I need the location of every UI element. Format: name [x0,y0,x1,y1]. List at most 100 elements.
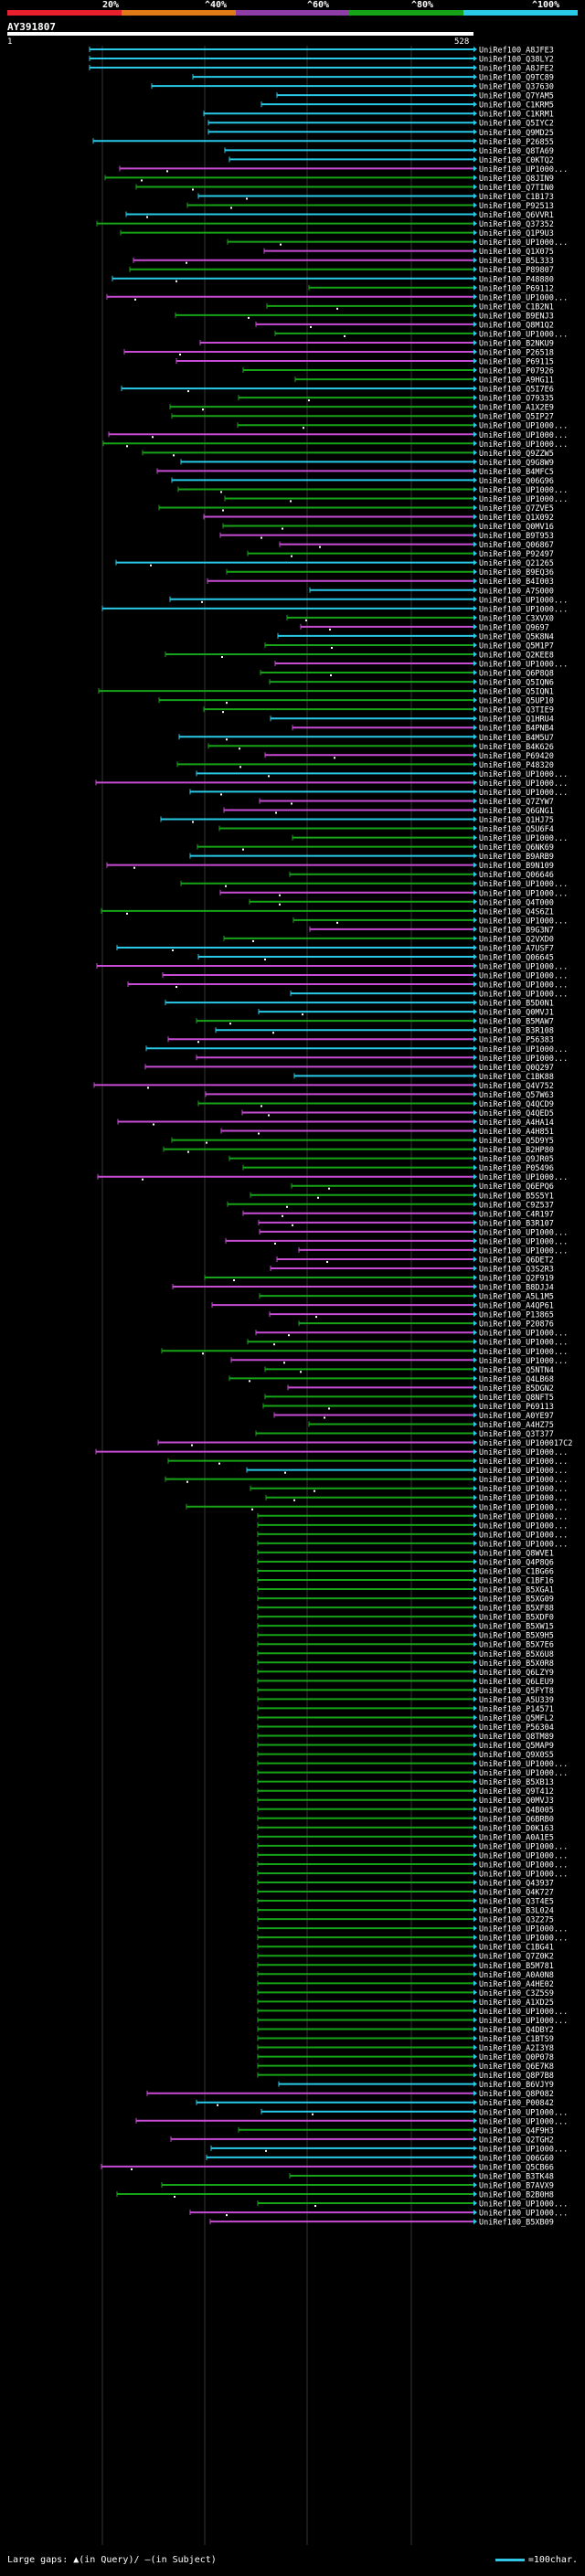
hit-label[interactable]: UniRef100_C1B173 [479,193,554,202]
hit-label[interactable]: UniRef100_UP1000... [479,1330,568,1339]
hit-label[interactable]: UniRef100_A5L1M5 [479,1293,554,1302]
hit-label[interactable]: UniRef100_Q0MVJ3 [479,1797,554,1806]
hit-label[interactable]: UniRef100_Q7ZVE5 [479,504,554,514]
hit-label[interactable]: UniRef100_Q1X075 [479,248,554,257]
hit-label[interactable]: UniRef100_Q3S2R3 [479,1265,554,1274]
hit-label[interactable]: UniRef100_Q3T377 [479,1430,554,1439]
hit-label[interactable]: UniRef100_B3TK48 [479,2172,554,2181]
hit-label[interactable]: UniRef100_P20876 [479,1320,554,1330]
hit-label[interactable]: UniRef100_B5X6U8 [479,1650,554,1659]
hit-label[interactable]: UniRef100_A4QP61 [479,1302,554,1311]
hit-label[interactable]: UniRef100_UP1000... [479,1228,568,1237]
hit-label[interactable]: UniRef100_B2HP80 [479,1146,554,1155]
hit-label[interactable]: UniRef100_P69420 [479,752,554,761]
hit-label[interactable]: UniRef100_Q2F919 [479,1275,554,1284]
hit-label[interactable]: UniRef100_P07926 [479,367,554,376]
hit-label[interactable]: UniRef100_Q2KEE8 [479,651,554,660]
hit-label[interactable]: UniRef100_Q43937 [479,1880,554,1889]
hit-label[interactable]: UniRef100_UP1000... [479,1467,568,1476]
hit-label[interactable]: UniRef100_B5X9H5 [479,1632,554,1641]
hit-label[interactable]: UniRef100_P26518 [479,348,554,357]
hit-label[interactable]: UniRef100_Q4T000 [479,898,554,907]
hit-label[interactable]: UniRef100_B9G3N7 [479,926,554,935]
hit-label[interactable]: UniRef100_B9ARB9 [479,853,554,862]
hit-label[interactable]: UniRef100_Q7Z0K2 [479,1953,554,1962]
hit-label[interactable]: UniRef100_Q5MAP9 [479,1742,554,1751]
hit-label[interactable]: UniRef100_UP1000... [479,1485,568,1494]
hit-label[interactable]: UniRef100_UP1000... [479,2145,568,2154]
hit-label[interactable]: UniRef100_C1BK88 [479,1073,554,1082]
hit-label[interactable]: UniRef100_P92497 [479,550,554,559]
hit-label[interactable]: UniRef100_UP1000... [479,889,568,898]
hit-label[interactable]: UniRef100_UP1000... [479,963,568,972]
hit-label[interactable]: UniRef100_B3R108 [479,1027,554,1036]
hit-label[interactable]: UniRef100_Q7YAM5 [479,92,554,101]
hit-label[interactable]: UniRef100_Q8M1Q2 [479,321,554,330]
hit-label[interactable]: UniRef100_B5XDF0 [479,1614,554,1623]
hit-label[interactable]: UniRef100_B2NKU9 [479,339,554,348]
hit-label[interactable]: UniRef100_Q8TM89 [479,1733,554,1742]
hit-label[interactable]: UniRef100_B5MAW7 [479,1018,554,1027]
hit-label[interactable]: UniRef100_UP1000... [479,1925,568,1935]
hit-label[interactable]: UniRef100_A4HZ75 [479,1421,554,1430]
hit-label[interactable]: UniRef100_Q3TIE9 [479,706,554,716]
hit-label[interactable]: UniRef100_UP1000... [479,2210,568,2219]
hit-label[interactable]: UniRef100_B5L333 [479,257,554,266]
hit-label[interactable]: UniRef100_UP1000... [479,2008,568,2017]
hit-label[interactable]: UniRef100_P69115 [479,358,554,367]
hit-label[interactable]: UniRef100_A7S000 [479,587,554,596]
hit-label[interactable]: UniRef100_Q8WVE1 [479,1549,554,1558]
hit-label[interactable]: UniRef100_Q9MD25 [479,129,554,138]
hit-label[interactable]: UniRef100_UP1000... [479,1769,568,1778]
hit-label[interactable]: UniRef100_A4HE02 [479,1980,554,1989]
hit-label[interactable]: UniRef100_B4PNB4 [479,725,554,734]
hit-label[interactable]: UniRef100_A0A0N8 [479,1971,554,1980]
hit-label[interactable]: UniRef100_Q1X092 [479,514,554,523]
hit-label[interactable]: UniRef100_Q8JIN9 [479,175,554,184]
hit-label[interactable]: UniRef100_Q5UP10 [479,697,554,706]
hit-label[interactable]: UniRef100_UP1000... [479,2108,568,2117]
hit-label[interactable]: UniRef100_UP1000... [479,1348,568,1357]
hit-label[interactable]: UniRef100_UP1000... [479,1842,568,1851]
hit-label[interactable]: UniRef100_C1BG66 [479,1567,554,1576]
hit-label[interactable]: UniRef100_B9ENJ3 [479,312,554,321]
hit-label[interactable]: UniRef100_Q2TGH2 [479,2136,554,2145]
hit-label[interactable]: UniRef100_B5XF88 [479,1605,554,1614]
hit-label[interactable]: UniRef100_UP1000... [479,422,568,431]
hit-label[interactable]: UniRef100_UP1000... [479,1448,568,1458]
hit-label[interactable]: UniRef100_B5XB09 [479,2219,554,2228]
hit-label[interactable]: UniRef100_B5X0R8 [479,1659,554,1669]
hit-label[interactable]: UniRef100_Q4V752 [479,1082,554,1091]
hit-label[interactable]: UniRef100_Q4QCD9 [479,1100,554,1109]
hit-label[interactable]: UniRef100_Q0P078 [479,2053,554,2062]
hit-label[interactable]: UniRef100_Q7ZYW7 [479,798,554,807]
hit-label[interactable]: UniRef100_UP1000... [479,789,568,798]
hit-label[interactable]: UniRef100_UP1000... [479,972,568,981]
hit-label[interactable]: UniRef100_O79335 [479,395,554,404]
hit-label[interactable]: UniRef100_B5D0N1 [479,1000,554,1009]
hit-label[interactable]: UniRef100_UP1000... [479,981,568,991]
hit-label[interactable]: UniRef100_UP1000... [479,1339,568,1348]
hit-label[interactable]: UniRef100_Q4K727 [479,1889,554,1898]
hit-label[interactable]: UniRef100_UP1000... [479,1521,568,1531]
hit-label[interactable]: UniRef100_B6VJY9 [479,2081,554,2090]
hit-label[interactable]: UniRef100_UP1000... [479,770,568,779]
hit-label[interactable]: UniRef100_Q8NFT5 [479,1394,554,1403]
hit-label[interactable]: UniRef100_Q9X0S5 [479,1751,554,1760]
hit-label[interactable]: UniRef100_C3XVX0 [479,614,554,623]
hit-label[interactable]: UniRef100_UP1000... [479,330,568,339]
hit-label[interactable]: UniRef100_A7USF7 [479,944,554,953]
hit-label[interactable]: UniRef100_B5S5Y1 [479,1192,554,1201]
hit-label[interactable]: UniRef100_C4R197 [479,1210,554,1219]
hit-label[interactable]: UniRef100_A1X2E9 [479,404,554,413]
hit-label[interactable]: UniRef100_Q6BRB0 [479,1815,554,1824]
hit-label[interactable]: UniRef100_Q6DET2 [479,1256,554,1265]
hit-label[interactable]: UniRef100_UP1000... [479,880,568,889]
hit-label[interactable]: UniRef100_UP1000... [479,1512,568,1521]
hit-label[interactable]: UniRef100_Q4S6Z1 [479,907,554,917]
hit-label[interactable]: UniRef100_C1BG41 [479,1944,554,1953]
hit-label[interactable]: UniRef100_Q2VXD0 [479,935,554,944]
hit-label[interactable]: UniRef100_C1KRM1 [479,111,554,120]
hit-label[interactable]: UniRef100_A9HG11 [479,376,554,386]
hit-label[interactable]: UniRef100_B9EQ36 [479,568,554,578]
